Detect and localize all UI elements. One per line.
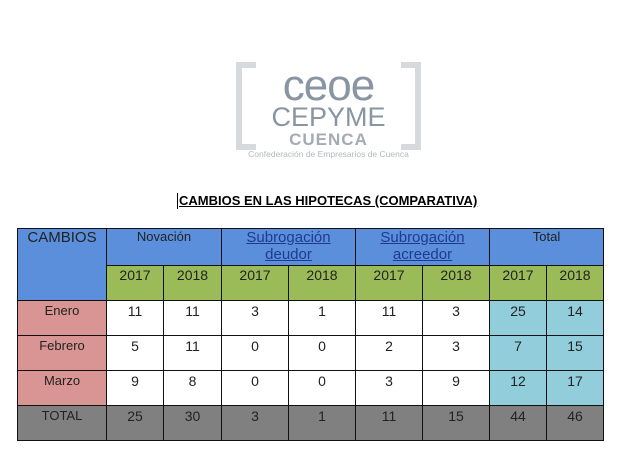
logo-left-bracket <box>236 62 256 150</box>
subrogacion-acreedor-link[interactable]: Subrogación acreedor <box>380 229 465 263</box>
table-cell: 11 <box>163 300 222 336</box>
table-row-enero: Enero 11 11 3 1 11 3 25 14 <box>17 300 604 336</box>
table-cell: 25 <box>106 405 164 441</box>
row-label: Marzo <box>17 370 107 406</box>
year-header: 2018 <box>163 265 222 301</box>
table-cell: 8 <box>163 370 222 406</box>
group-header-subrogacion-deudor[interactable]: Subrogación deudor <box>221 228 356 266</box>
subrogacion-deudor-link[interactable]: Subrogación deudor <box>246 229 331 263</box>
table-cell: 1 <box>288 405 356 441</box>
table-cell: 0 <box>288 335 356 371</box>
table-cell: 11 <box>106 300 164 336</box>
group-header-novacion: Novación <box>106 228 222 266</box>
total-cell: 15 <box>546 335 604 371</box>
table-cell: 0 <box>221 370 289 406</box>
year-header: 2017 <box>355 265 423 301</box>
logo-cepyme-text: CEPYME <box>271 102 386 132</box>
group-header-total: Total <box>489 228 604 266</box>
header-row-years: 2017 2018 2017 2018 2017 2018 2017 2018 <box>18 265 604 301</box>
table-cell: 3 <box>422 300 490 336</box>
table-cell: 9 <box>106 370 164 406</box>
table-row-marzo: Marzo 9 8 0 0 3 9 12 17 <box>17 370 604 406</box>
table-cell: 15 <box>422 405 490 441</box>
total-cell: 7 <box>489 335 547 371</box>
total-cell: 17 <box>546 370 604 406</box>
year-header: 2018 <box>288 265 356 301</box>
table-cell: 5 <box>106 335 164 371</box>
group-header-subrogacion-acreedor[interactable]: Subrogación acreedor <box>355 228 490 266</box>
logo-ceoe-text: ceoe <box>282 61 375 110</box>
total-cell: 12 <box>489 370 547 406</box>
table-cell: 9 <box>422 370 490 406</box>
total-cell: 25 <box>489 300 547 336</box>
total-cell: 44 <box>489 405 547 441</box>
year-header: 2017 <box>221 265 289 301</box>
header-row-groups: CAMBIOS Novación Subrogación deudor Subr… <box>17 228 604 301</box>
table-cell: 0 <box>221 335 289 371</box>
table-cell: 3 <box>221 300 289 336</box>
ceoe-cepyme-cuenca-logo: ceoe CEPYME CUENCA Confederación de Empr… <box>236 60 421 162</box>
table-cell: 11 <box>355 405 423 441</box>
total-cell: 46 <box>546 405 604 441</box>
row-label: TOTAL <box>17 405 107 441</box>
table-cell: 0 <box>288 370 356 406</box>
year-header: 2018 <box>422 265 490 301</box>
table-cell: 3 <box>221 405 289 441</box>
table-cell: 11 <box>163 335 222 371</box>
table-cell: 3 <box>422 335 490 371</box>
year-header: 2017 <box>106 265 164 301</box>
table-cell: 2 <box>355 335 423 371</box>
table-cell: 1 <box>288 300 356 336</box>
year-header: 2017 <box>489 265 547 301</box>
logo-right-bracket <box>401 62 421 150</box>
table-cell: 30 <box>163 405 222 441</box>
corner-header: CAMBIOS <box>17 228 107 301</box>
logo-cuenca-text: CUENCA <box>289 130 368 149</box>
row-label: Febrero <box>17 335 107 371</box>
logo-tagline: Confederación de Empresarios de Cuenca <box>248 149 409 159</box>
table-row-total: TOTAL 25 30 3 1 11 15 44 46 <box>17 405 604 441</box>
table-row-febrero: Febrero 5 11 0 0 2 3 7 15 <box>17 335 604 371</box>
document-title: CAMBIOS EN LAS HIPOTECAS (COMPARATIVA) <box>177 193 478 209</box>
year-header: 2018 <box>546 265 604 301</box>
row-label: Enero <box>17 300 107 336</box>
table-cell: 3 <box>355 370 423 406</box>
total-cell: 14 <box>546 300 604 336</box>
table-cell: 11 <box>355 300 423 336</box>
mortgage-changes-table: CAMBIOS Novación Subrogación deudor Subr… <box>17 228 604 441</box>
